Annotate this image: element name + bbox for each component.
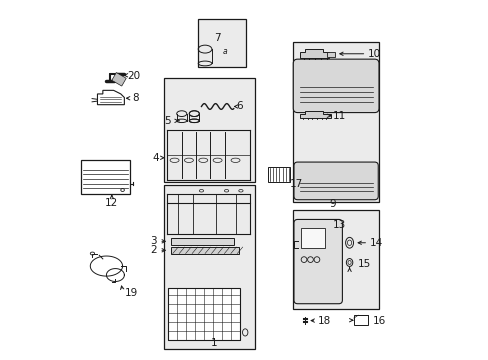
Text: 20: 20 xyxy=(126,71,140,81)
Bar xyxy=(292,42,378,202)
Text: 1: 1 xyxy=(210,338,217,348)
Text: 17: 17 xyxy=(289,179,302,189)
Text: 16: 16 xyxy=(372,316,385,325)
FancyBboxPatch shape xyxy=(293,220,342,304)
FancyBboxPatch shape xyxy=(293,59,378,113)
Text: 13: 13 xyxy=(332,220,345,230)
Text: 3: 3 xyxy=(150,236,157,246)
Text: 11: 11 xyxy=(332,111,346,121)
Bar xyxy=(112,73,126,86)
Text: a: a xyxy=(223,47,227,56)
Text: 15: 15 xyxy=(357,258,370,269)
Polygon shape xyxy=(300,111,330,118)
Bar xyxy=(300,228,325,248)
Bar xyxy=(171,238,233,244)
Bar xyxy=(81,160,129,194)
Bar xyxy=(326,52,334,57)
Text: 7: 7 xyxy=(214,33,221,43)
Bar xyxy=(163,78,255,182)
Text: 10: 10 xyxy=(367,49,381,59)
Text: 18: 18 xyxy=(317,316,330,325)
Text: 19: 19 xyxy=(124,288,137,298)
Bar xyxy=(198,19,246,67)
Text: 9: 9 xyxy=(328,199,335,209)
Bar xyxy=(353,315,367,325)
Bar xyxy=(267,167,289,182)
Bar xyxy=(292,211,378,309)
Bar xyxy=(163,185,255,348)
Text: 6: 6 xyxy=(236,102,243,112)
Text: 4: 4 xyxy=(152,153,159,163)
Polygon shape xyxy=(300,49,328,58)
Text: 14: 14 xyxy=(369,238,383,248)
Bar xyxy=(171,247,239,253)
Bar xyxy=(168,288,239,339)
Text: 12: 12 xyxy=(105,198,118,208)
Text: 8: 8 xyxy=(132,93,139,103)
Text: 2: 2 xyxy=(150,245,157,255)
FancyBboxPatch shape xyxy=(293,162,378,200)
Text: 5: 5 xyxy=(164,116,171,126)
